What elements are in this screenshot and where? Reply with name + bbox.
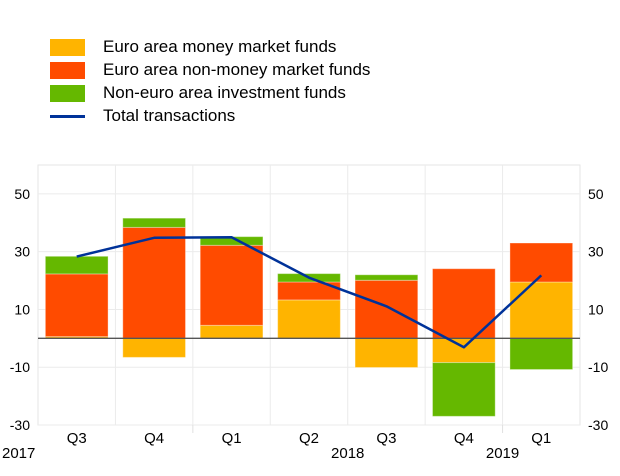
- x-tick-label: Q1: [222, 430, 242, 447]
- y-tick-label-right: 10: [588, 301, 604, 317]
- bar-segment-non-euro: [354, 274, 419, 281]
- bar-segment-non-euro: [122, 217, 187, 228]
- bar-segment-mmf: [199, 324, 264, 339]
- y-tick-label-right: -30: [588, 417, 608, 433]
- bar-segment-non-euro: [431, 362, 496, 417]
- y-tick-label-left: 30: [14, 244, 30, 260]
- bar-segment-non-mmf: [199, 244, 264, 326]
- legend-label-mmf: Euro area money market funds: [103, 37, 337, 56]
- legend-line-total: [50, 115, 85, 118]
- legend-swatch-mmf: [50, 39, 85, 56]
- year-label: 2017: [2, 445, 35, 462]
- y-tick-label-right: 30: [588, 244, 604, 260]
- bar-segment-mmf: [277, 299, 341, 339]
- y-tick-label-right: -10: [588, 359, 608, 375]
- legend-label-total: Total transactions: [103, 106, 236, 125]
- x-tick-label: Q4: [454, 430, 474, 447]
- legend-label-non-euro: Non-euro area investment funds: [103, 83, 346, 102]
- bar-segment-mmf: [509, 281, 574, 339]
- legend-swatch-non-mmf: [50, 62, 85, 79]
- x-tick-label: Q3: [376, 430, 396, 447]
- y-tick-label-left: -30: [10, 417, 30, 433]
- bar-segment-mmf: [431, 337, 496, 364]
- bar-segment-non-mmf: [354, 279, 419, 339]
- x-tick-label: Q4: [144, 430, 164, 447]
- bar-segment-non-euro: [44, 255, 109, 275]
- year-label: 2019: [486, 445, 519, 462]
- legend-label-non-mmf: Euro area non-money market funds: [103, 60, 371, 79]
- y-tick-label-right: 50: [588, 186, 604, 202]
- bar-segment-non-mmf: [44, 273, 109, 338]
- year-label: 2018: [331, 445, 364, 462]
- y-tick-label-left: -10: [10, 359, 30, 375]
- y-tick-label-left: 10: [14, 301, 30, 317]
- y-tick-label-left: 50: [14, 186, 30, 202]
- x-tick-label: Q1: [531, 430, 551, 447]
- x-tick-label: Q3: [67, 430, 87, 447]
- bar-segment-mmf: [122, 337, 187, 358]
- bar-segment-non-euro: [509, 337, 574, 371]
- bar-segment-non-mmf: [122, 226, 187, 339]
- x-tick-label: Q2: [299, 430, 319, 447]
- legend-swatch-non-euro: [50, 85, 85, 102]
- bar-segment-mmf: [354, 337, 419, 369]
